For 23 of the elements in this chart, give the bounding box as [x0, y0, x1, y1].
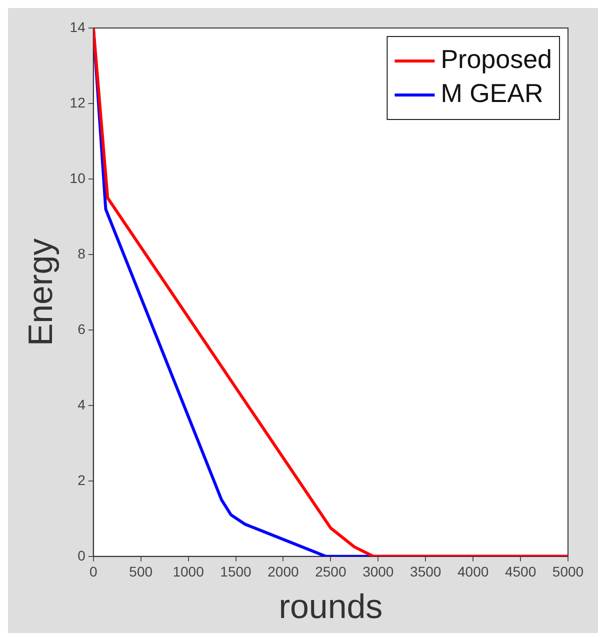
x-tick-label: 3500: [410, 564, 442, 580]
y-tick-label: 0: [78, 547, 86, 564]
y-axis-title: Energy: [22, 238, 60, 346]
y-tick-label: 8: [78, 245, 86, 262]
y-tick-label: 14: [70, 18, 86, 35]
legend-label: M GEAR: [440, 78, 544, 108]
x-tick-label: 3000: [362, 564, 394, 580]
x-tick-label: 4500: [504, 564, 536, 580]
y-tick-label: 12: [70, 94, 86, 110]
x-tick-label: 2000: [268, 564, 300, 580]
y-tick-label: 6: [78, 320, 86, 337]
x-tick-label: 1500: [220, 564, 252, 580]
x-tick-label: 0: [89, 564, 98, 580]
x-tick-label: 4000: [457, 564, 489, 580]
x-tick-label: 2500: [315, 564, 346, 580]
x-axis-title: rounds: [278, 588, 383, 626]
y-tick-label: 10: [70, 170, 86, 186]
y-tick-label: 2: [78, 472, 86, 488]
x-tick-label: 1000: [172, 564, 204, 580]
legend-label: Proposed: [440, 44, 552, 74]
x-tick-label: 500: [129, 564, 153, 580]
x-tick-label: 5000: [552, 564, 584, 580]
y-tick-label: 4: [78, 396, 86, 412]
